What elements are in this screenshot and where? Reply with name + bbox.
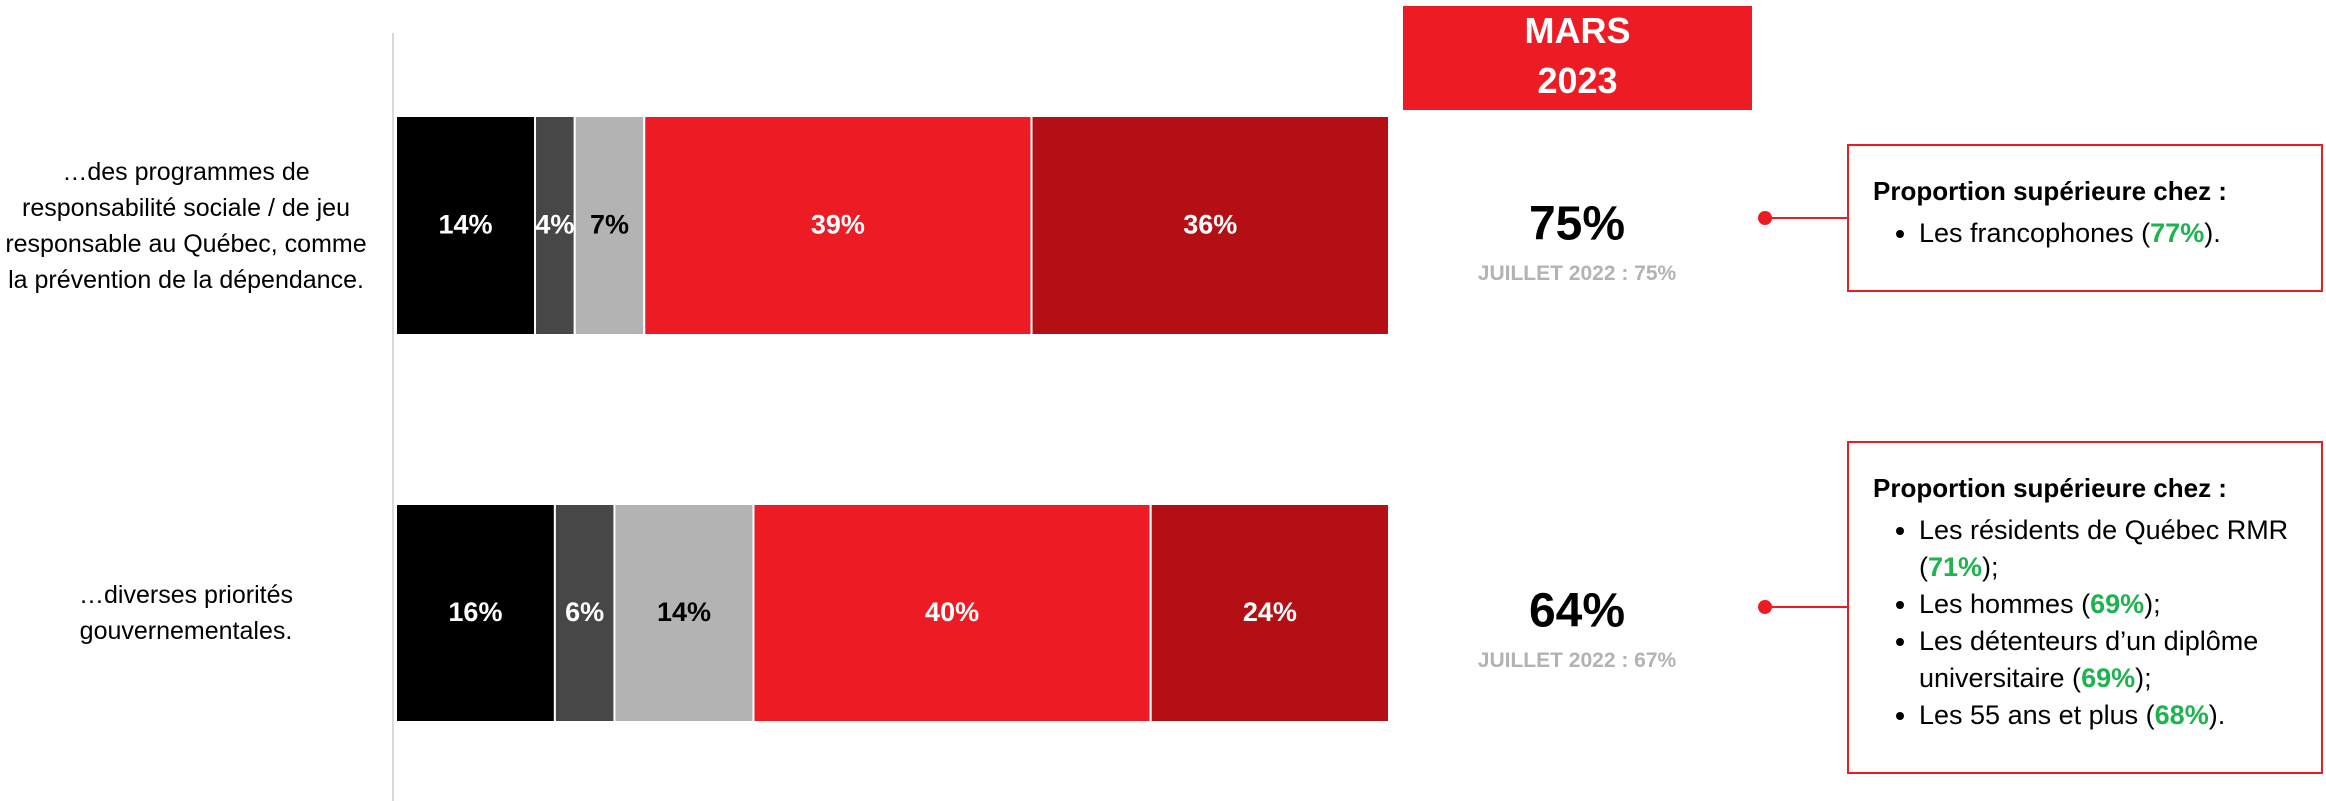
note-highlight: 71% <box>1928 552 1983 582</box>
note-highlight: 69% <box>2090 589 2145 619</box>
total: 64% <box>1528 584 1626 638</box>
total: 75% <box>1528 197 1626 250</box>
value-label: 7% <box>590 210 629 240</box>
bar-segment <box>643 115 1033 336</box>
category-label: …diverses priorités gouvernementales. <box>79 581 293 645</box>
connector-dot <box>1758 211 1772 225</box>
value-label: 16% <box>448 597 502 627</box>
note-highlight: 77% <box>2150 218 2205 248</box>
note-item: Les hommes (69%); <box>1919 586 2301 623</box>
connector-dot <box>1758 600 1772 614</box>
note-after: ). <box>2208 700 2226 730</box>
note-before: Les 55 ans et plus ( <box>1919 700 2155 730</box>
header: MARS 2023 <box>1403 6 1752 110</box>
value-label: 4% <box>535 210 574 240</box>
note-list: Les résidents de Québec RMR (71%);Les ho… <box>1873 512 2301 734</box>
note-highlight: 69% <box>2081 663 2136 693</box>
bar-segment <box>1030 115 1391 336</box>
value-label: 40% <box>925 597 979 627</box>
bar-segment <box>752 503 1152 723</box>
note-before: Les hommes ( <box>1919 589 2091 619</box>
bar-segment <box>395 115 537 336</box>
value-label: 24% <box>1243 597 1297 627</box>
note-item: Les résidents de Québec RMR (71%); <box>1919 512 2301 586</box>
value-label: 36% <box>1183 210 1237 240</box>
value-label: 14% <box>438 210 492 240</box>
note-before: Les détenteurs d’un diplôme universitair… <box>1919 626 2259 693</box>
bar-segment <box>613 503 755 723</box>
note-after: ); <box>2144 589 2161 619</box>
bar-segment <box>395 503 556 723</box>
header-line: 2023 <box>1537 60 1618 101</box>
note-box: Proportion supérieure chez : Les résident… <box>1847 441 2323 774</box>
note-highlight: 68% <box>2154 700 2209 730</box>
value-label: 39% <box>811 210 865 240</box>
note-before: Les résidents de Québec RMR ( <box>1919 515 2289 582</box>
note-list: Les francophones (77%). <box>1873 215 2301 252</box>
header-line: MARS <box>1524 10 1631 51</box>
note-item: Les 55 ans et plus (68%). <box>1919 697 2301 734</box>
note-title: Proportion supérieure chez : <box>1873 473 2227 503</box>
note-item: Les francophones (77%). <box>1919 215 2301 252</box>
previous-total: JUILLET 2022 : 67% <box>1477 649 1677 672</box>
note-after: ). <box>2204 218 2221 248</box>
bar-segment <box>553 503 616 723</box>
note-item: Les détenteurs d’un diplôme universitair… <box>1919 623 2301 697</box>
previous-total: JUILLET 2022 : 75% <box>1477 261 1677 285</box>
note-after: ); <box>2135 663 2152 693</box>
value-label: 6% <box>565 597 604 627</box>
note-before: Les francophones ( <box>1919 218 2151 248</box>
note-after: ); <box>1982 552 1999 582</box>
category-label: …des programmes de responsabilité social… <box>5 157 367 294</box>
note-box: Proportion supérieure chez : Les francoph… <box>1847 144 2323 292</box>
note-title: Proportion supérieure chez : <box>1873 176 2227 206</box>
value-label: 14% <box>657 597 711 627</box>
bar-segment <box>1149 503 1391 723</box>
bar-segment <box>534 115 576 336</box>
